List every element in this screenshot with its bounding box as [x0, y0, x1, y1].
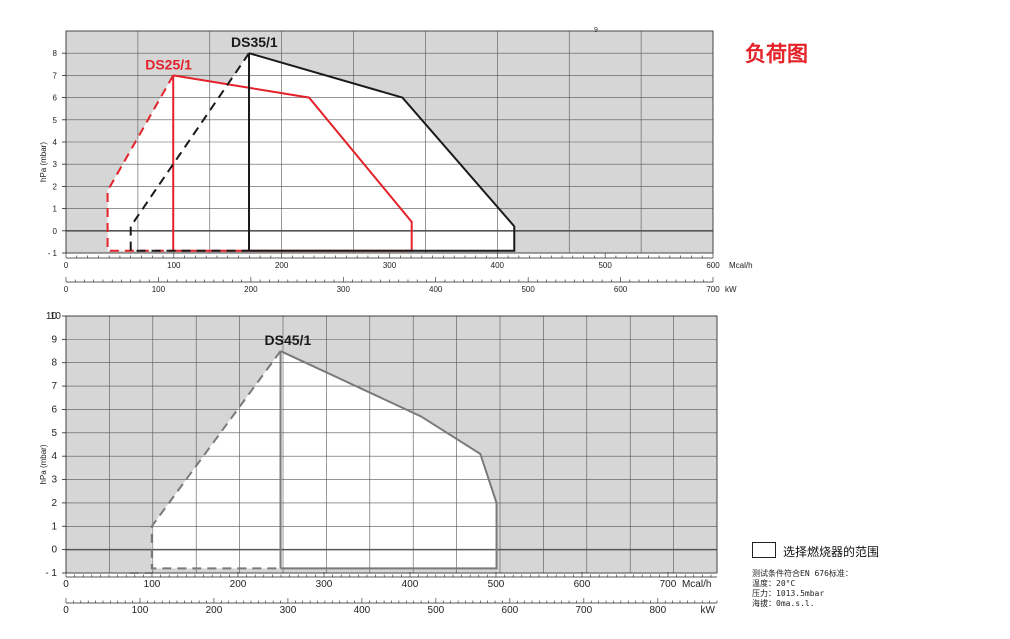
kw-tick-label: 700	[575, 605, 592, 616]
kw-tick-label: 200	[244, 285, 258, 294]
page-number: 9	[594, 27, 598, 34]
legend-swatch	[752, 542, 776, 558]
mcal-tick-label: 200	[230, 579, 247, 590]
plot-frame	[65, 315, 718, 574]
kw-tick-label: 0	[63, 605, 69, 616]
y-tick-label: 5	[53, 116, 58, 125]
series-dashed-DS45/1	[150, 350, 282, 570]
y-tick-label: 0	[53, 227, 58, 236]
y-tick-label: 10	[46, 311, 58, 322]
kw-tick-label: 100	[132, 605, 149, 616]
legend-label: 选择燃烧器的范围	[783, 545, 880, 559]
mcal-unit-label: Mcal/h	[729, 261, 753, 270]
kw-tick-label: 400	[354, 605, 371, 616]
series-envelope-DS45/1	[280, 350, 498, 570]
note-line: 海拔：0ma.s.l.	[752, 599, 815, 608]
y-tick-label: 3	[53, 160, 58, 169]
note-line: 测试条件符合EN 676标准：	[752, 569, 853, 578]
series-label: DS45/1	[265, 332, 312, 348]
note-line: 压力：1013.5mbar	[752, 589, 825, 598]
y-tick-label: - 1	[48, 249, 58, 258]
kw-tick-label: 200	[206, 605, 223, 616]
kw-tick-label: 600	[614, 285, 628, 294]
kw-tick-label: 100	[152, 285, 166, 294]
y-axis-label: hPa (mbar)	[39, 444, 48, 484]
series-envelope-DS35/1	[248, 52, 516, 252]
mcal-tick-label: 100	[167, 261, 181, 270]
kw-tick-label: 800	[649, 605, 666, 616]
kw-tick-label: 600	[502, 605, 519, 616]
kw-tick-label: 300	[337, 285, 351, 294]
y-tick-label: 4	[53, 138, 58, 147]
mcal-tick-label: 700	[660, 579, 677, 590]
y-tick-label: 0	[51, 545, 57, 556]
mcal-tick-label: 500	[598, 261, 612, 270]
kw-tick-label: 700	[706, 285, 720, 294]
y-tick-label: 8	[53, 49, 58, 58]
series-label: DS25/1	[145, 56, 192, 72]
y-tick-label: 1	[51, 521, 57, 532]
y-tick-label: 5	[51, 428, 57, 439]
operating-field	[130, 53, 515, 251]
kw-tick-label: 500	[521, 285, 535, 294]
kw-unit-label: kW	[725, 285, 737, 294]
mcal-tick-label: 0	[63, 579, 69, 590]
note-line: 温度：20°C	[752, 579, 796, 588]
mcal-tick-label: 600	[574, 579, 591, 590]
y-tick-label: 2	[51, 498, 57, 509]
y-tick-label: - 1	[45, 568, 57, 579]
mcal-tick-label: 200	[275, 261, 289, 270]
kw-tick-label: 0	[64, 285, 69, 294]
mcal-tick-label: 300	[316, 579, 333, 590]
kw-tick-label: 300	[280, 605, 297, 616]
mcal-tick-label: 600	[706, 261, 720, 270]
y-tick-label: 3	[51, 475, 57, 486]
series-dashed-DS35/1	[129, 52, 250, 252]
mcal-tick-label: 300	[383, 261, 397, 270]
kw-tick-label: 500	[428, 605, 445, 616]
test-conditions: 测试条件符合EN 676标准： 温度：20°C 压力：1013.5mbar 海拔…	[752, 569, 853, 609]
y-tick-label: 6	[53, 94, 58, 103]
y-axis-label: hPa (mbar)	[39, 142, 48, 182]
y-tick-label: 1	[53, 205, 58, 214]
y-tick-label: 7	[51, 381, 57, 392]
operating-field	[151, 351, 497, 569]
y-tick-label: 9	[51, 334, 57, 345]
y-tick-label: 2	[53, 182, 58, 191]
mcal-tick-label: 400	[402, 579, 419, 590]
mcal-unit-label: Mcal/h	[682, 579, 711, 590]
kw-tick-label: 400	[429, 285, 443, 294]
page-title: 负荷图	[745, 42, 808, 66]
mcal-tick-label: 100	[144, 579, 161, 590]
y-tick-label: 4	[51, 451, 57, 462]
series-label: DS35/1	[231, 34, 278, 50]
kw-unit-label: kW	[701, 605, 716, 616]
y-tick-label: 7	[53, 71, 58, 80]
y-tick-label: 10	[50, 311, 62, 322]
mcal-tick-label: 500	[488, 579, 505, 590]
y-tick-label: 6	[51, 404, 57, 415]
mcal-tick-label: 0	[64, 261, 69, 270]
y-tick-label: 8	[51, 358, 57, 369]
mcal-tick-label: 400	[491, 261, 505, 270]
